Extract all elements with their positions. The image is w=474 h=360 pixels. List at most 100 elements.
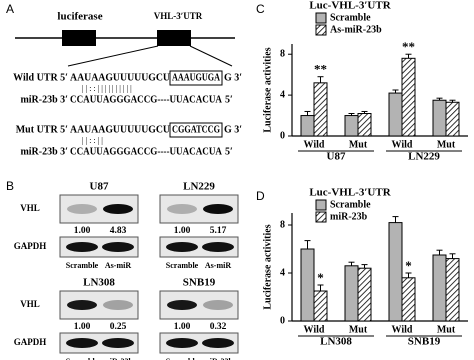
error-bar <box>436 249 443 255</box>
bar <box>401 57 416 137</box>
x-tick-label: Mut <box>437 324 456 335</box>
bar <box>357 267 372 322</box>
quant: 1.00 <box>174 322 191 332</box>
bar <box>388 222 403 322</box>
x-tick-label: Wild <box>392 324 413 335</box>
group-label: U87 <box>327 151 346 163</box>
cell-line: LN308 <box>83 277 115 289</box>
group-label: LN229 <box>408 151 440 163</box>
lane-label: Scramble <box>166 357 199 360</box>
y-axis-label: Luciferase activities <box>262 224 273 309</box>
y-tick-label: 4 <box>280 89 285 100</box>
quant: 1.00 <box>174 226 191 236</box>
band <box>67 300 97 310</box>
panel-letter: D <box>256 189 265 203</box>
quant: 5.17 <box>210 226 227 236</box>
y-tick-label: 0 <box>280 130 285 141</box>
band <box>102 242 134 252</box>
bar <box>432 99 447 137</box>
x-tick-label: Wild <box>304 324 325 335</box>
sequence: CCAUUAGGGACCG----UUACACUA <box>70 146 223 157</box>
band <box>167 204 197 214</box>
bar <box>357 113 372 137</box>
band <box>103 204 133 214</box>
zoom-line <box>189 45 233 67</box>
x-tick-label: Wild <box>392 139 413 150</box>
panel-letter: B <box>6 179 14 193</box>
legend-label: As-miR-23b <box>330 24 382 35</box>
y-tick-label: 8 <box>280 49 285 60</box>
band <box>102 338 134 348</box>
error-bar <box>317 76 324 83</box>
cell-line: U87 <box>90 181 109 193</box>
band <box>66 338 98 348</box>
seq-prefix: Mut UTR 5ʹ <box>16 124 68 135</box>
bar <box>432 254 447 322</box>
gene-label: luciferase <box>57 11 102 23</box>
blot <box>59 236 139 258</box>
band <box>202 242 234 252</box>
chart-title: Luc-VHL-3ʹUTR <box>309 187 391 199</box>
error-bar <box>392 89 399 94</box>
quant: 0.32 <box>210 322 227 332</box>
x-tick-label: Wild <box>304 139 325 150</box>
seed: CGGATCCG <box>172 124 220 135</box>
band <box>167 300 197 310</box>
error-bar <box>449 253 456 259</box>
legend-label: miR-23b <box>330 211 368 222</box>
band <box>203 204 233 214</box>
cell-line: LN229 <box>183 181 215 193</box>
seed: AAAUGUGA <box>172 72 221 83</box>
lane-label: As-miR <box>105 261 131 270</box>
bar <box>300 248 315 322</box>
utr-box <box>157 30 191 46</box>
y-axis-label: Luciferase activities <box>262 47 273 132</box>
bar <box>300 115 315 137</box>
band <box>67 204 97 214</box>
quant: 1.00 <box>74 322 91 332</box>
x-tick-label: Mut <box>349 139 368 150</box>
bar <box>445 258 460 322</box>
panel-letter: C <box>256 2 265 16</box>
error-bar <box>361 110 368 114</box>
bar <box>313 290 328 322</box>
legend-swatch <box>315 24 327 36</box>
bar <box>344 115 359 137</box>
row-label: VHL <box>20 203 40 213</box>
lane-label: miR-23b <box>103 357 133 360</box>
bar <box>313 82 328 137</box>
row-label: GAPDH <box>14 241 47 251</box>
seq-prefix: Wild UTR 5ʹ <box>13 72 68 83</box>
lane-label: miR-23b <box>203 357 233 360</box>
bar <box>401 277 416 322</box>
seq-prefix: miR-23b 3ʹ <box>20 146 68 157</box>
panel-letter: A <box>6 2 14 16</box>
error-bar <box>304 110 311 116</box>
lane-label: Scramble <box>166 261 199 270</box>
error-bar <box>392 216 399 223</box>
seq-tail: G 3ʹ <box>224 124 242 135</box>
lane-label: As-miR <box>205 261 231 270</box>
band <box>203 300 233 310</box>
group-label: SNB19 <box>408 336 441 348</box>
bar <box>344 265 359 322</box>
quant: 1.00 <box>74 226 91 236</box>
lane-label: Scramble <box>66 261 99 270</box>
band <box>166 338 198 348</box>
blot <box>159 236 239 258</box>
bar <box>388 92 403 137</box>
error-bar <box>348 113 355 116</box>
lane-label: Scramble <box>66 357 99 360</box>
row-label: VHL <box>20 299 40 309</box>
error-bar <box>436 97 443 101</box>
cell-line: SNB19 <box>183 277 216 289</box>
legend-swatch <box>315 199 327 211</box>
seq-prefix: miR-23b 3ʹ <box>20 94 68 105</box>
quant: 0.25 <box>110 322 127 332</box>
significance: * <box>317 270 324 285</box>
error-bar <box>449 99 456 103</box>
significance: ** <box>402 39 415 54</box>
error-bar <box>317 284 324 291</box>
seq-tail: 5ʹ <box>225 146 233 157</box>
significance: ** <box>314 62 327 77</box>
